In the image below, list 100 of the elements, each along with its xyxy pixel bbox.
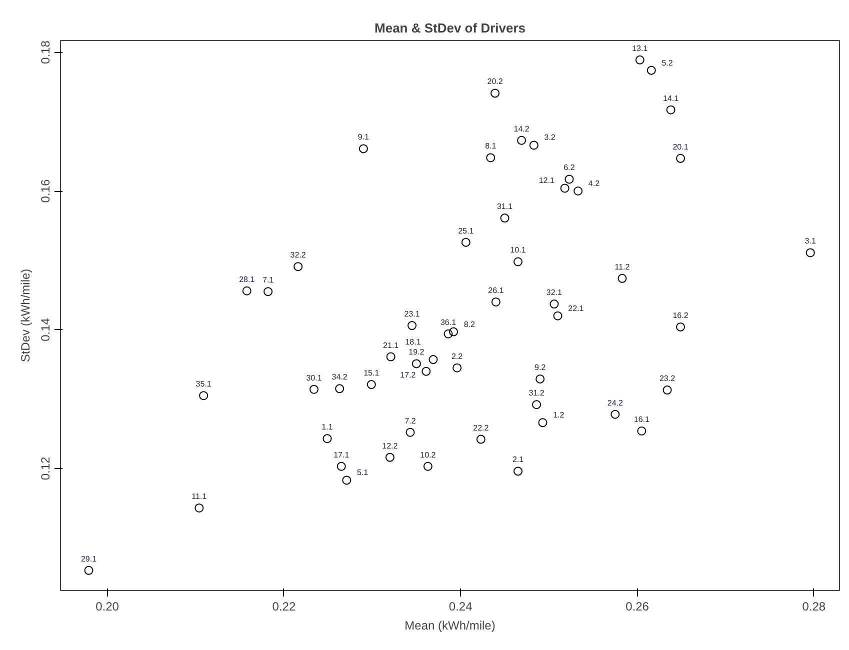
point <box>264 287 273 296</box>
annotation: 23.1 <box>404 310 420 319</box>
point <box>322 434 332 444</box>
annotation: 17.1 <box>334 450 350 460</box>
annotation: 3.2 <box>544 133 556 142</box>
point <box>564 174 574 184</box>
y-tick-label: 0.14 <box>38 318 52 342</box>
point <box>637 426 646 436</box>
point <box>444 329 453 338</box>
chart-title: Mean & StDev of Drivers <box>374 20 526 36</box>
point <box>449 327 458 336</box>
point <box>806 248 815 258</box>
annotation: 31.1 <box>496 202 514 212</box>
point <box>635 55 644 64</box>
point <box>199 391 208 400</box>
annotation: 14.2 <box>514 124 530 134</box>
annotation: 2.1 <box>512 455 524 464</box>
annotation: 16.2 <box>672 310 689 320</box>
y-tick-label: 0.16 <box>38 179 52 203</box>
point <box>517 136 526 145</box>
point <box>428 355 438 364</box>
annotation: 19.2 <box>408 348 425 357</box>
point <box>412 359 421 368</box>
point <box>422 366 431 376</box>
x-tick-label: 0.24 <box>448 600 473 614</box>
point <box>574 186 583 196</box>
point <box>486 153 496 162</box>
point <box>386 352 396 362</box>
annotation: 25.1 <box>458 226 474 236</box>
point <box>610 410 620 419</box>
point <box>532 400 542 410</box>
point <box>676 154 686 163</box>
point <box>242 286 252 296</box>
annotation: 9.2 <box>534 362 546 372</box>
point <box>618 274 627 283</box>
annotation: 23.2 <box>659 374 676 384</box>
point <box>553 311 562 320</box>
annotation: 20.1 <box>672 142 689 152</box>
point <box>294 262 303 272</box>
annotation: 11.1 <box>192 492 208 501</box>
x-tick-label: 0.22 <box>272 600 296 614</box>
annotation: 31.2 <box>528 388 545 398</box>
annotation: 17.2 <box>400 370 416 380</box>
annotation: 35.1 <box>196 380 212 389</box>
annotation: 28.1 <box>239 274 256 284</box>
point <box>84 566 94 575</box>
point <box>336 462 346 471</box>
point <box>335 384 344 394</box>
annotation: 32.2 <box>290 250 306 260</box>
annotation: 4.2 <box>588 179 600 188</box>
x-tick-label: 0.28 <box>802 600 826 614</box>
point <box>538 418 548 428</box>
annotation: 14.1 <box>663 94 680 103</box>
annotation: 8.2 <box>464 320 476 329</box>
annotation: 22.1 <box>568 304 584 313</box>
annotation: 16.1 <box>634 414 650 424</box>
x-tick-label: 0.20 <box>96 600 120 614</box>
y-axis-title: StDev (kWh/mile) <box>18 268 32 362</box>
point <box>461 238 470 247</box>
annotation: 9.1 <box>358 132 370 142</box>
x-tick-label: 0.26 <box>626 600 650 614</box>
point <box>536 374 545 384</box>
annotation: 12.2 <box>382 441 398 450</box>
annotation: 5.2 <box>662 58 674 68</box>
y-tick-label: 0.12 <box>38 456 52 480</box>
annotation: 21.1 <box>383 340 400 350</box>
annotation: 7.1 <box>262 276 274 285</box>
annotation: 20.2 <box>487 77 504 86</box>
point <box>646 66 656 75</box>
annotation: 5.1 <box>357 468 369 478</box>
annotation: 30.1 <box>306 373 322 382</box>
annotation: 1.2 <box>553 410 565 420</box>
point <box>514 257 523 266</box>
annotation: 2.2 <box>452 352 464 361</box>
point <box>309 384 318 394</box>
annotation: 3.1 <box>804 236 816 246</box>
point <box>490 88 500 98</box>
point <box>500 214 510 223</box>
annotation: 22.2 <box>473 423 490 432</box>
annotation: 34.2 <box>332 372 348 382</box>
annotation: 1.1 <box>322 422 334 432</box>
point <box>423 462 432 471</box>
annotation: 6.2 <box>564 163 576 172</box>
annotation: 36.1 <box>440 318 457 327</box>
point <box>662 386 672 395</box>
annotation: 18.1 <box>405 338 422 347</box>
point <box>194 503 204 512</box>
annotation: 26.1 <box>488 286 504 295</box>
annotation: 15.1 <box>364 368 380 378</box>
annotation: 24.2 <box>607 398 624 408</box>
annotation: 13.1 <box>632 44 648 53</box>
annotation: 10.2 <box>420 450 436 460</box>
annotation: 11.2 <box>614 262 630 272</box>
point <box>491 297 500 306</box>
point <box>408 321 417 330</box>
point <box>550 300 559 309</box>
annotation: 8.1 <box>485 142 497 151</box>
point <box>452 363 462 372</box>
annotation: 7.2 <box>404 416 416 426</box>
annotation: 32.1 <box>546 288 563 298</box>
